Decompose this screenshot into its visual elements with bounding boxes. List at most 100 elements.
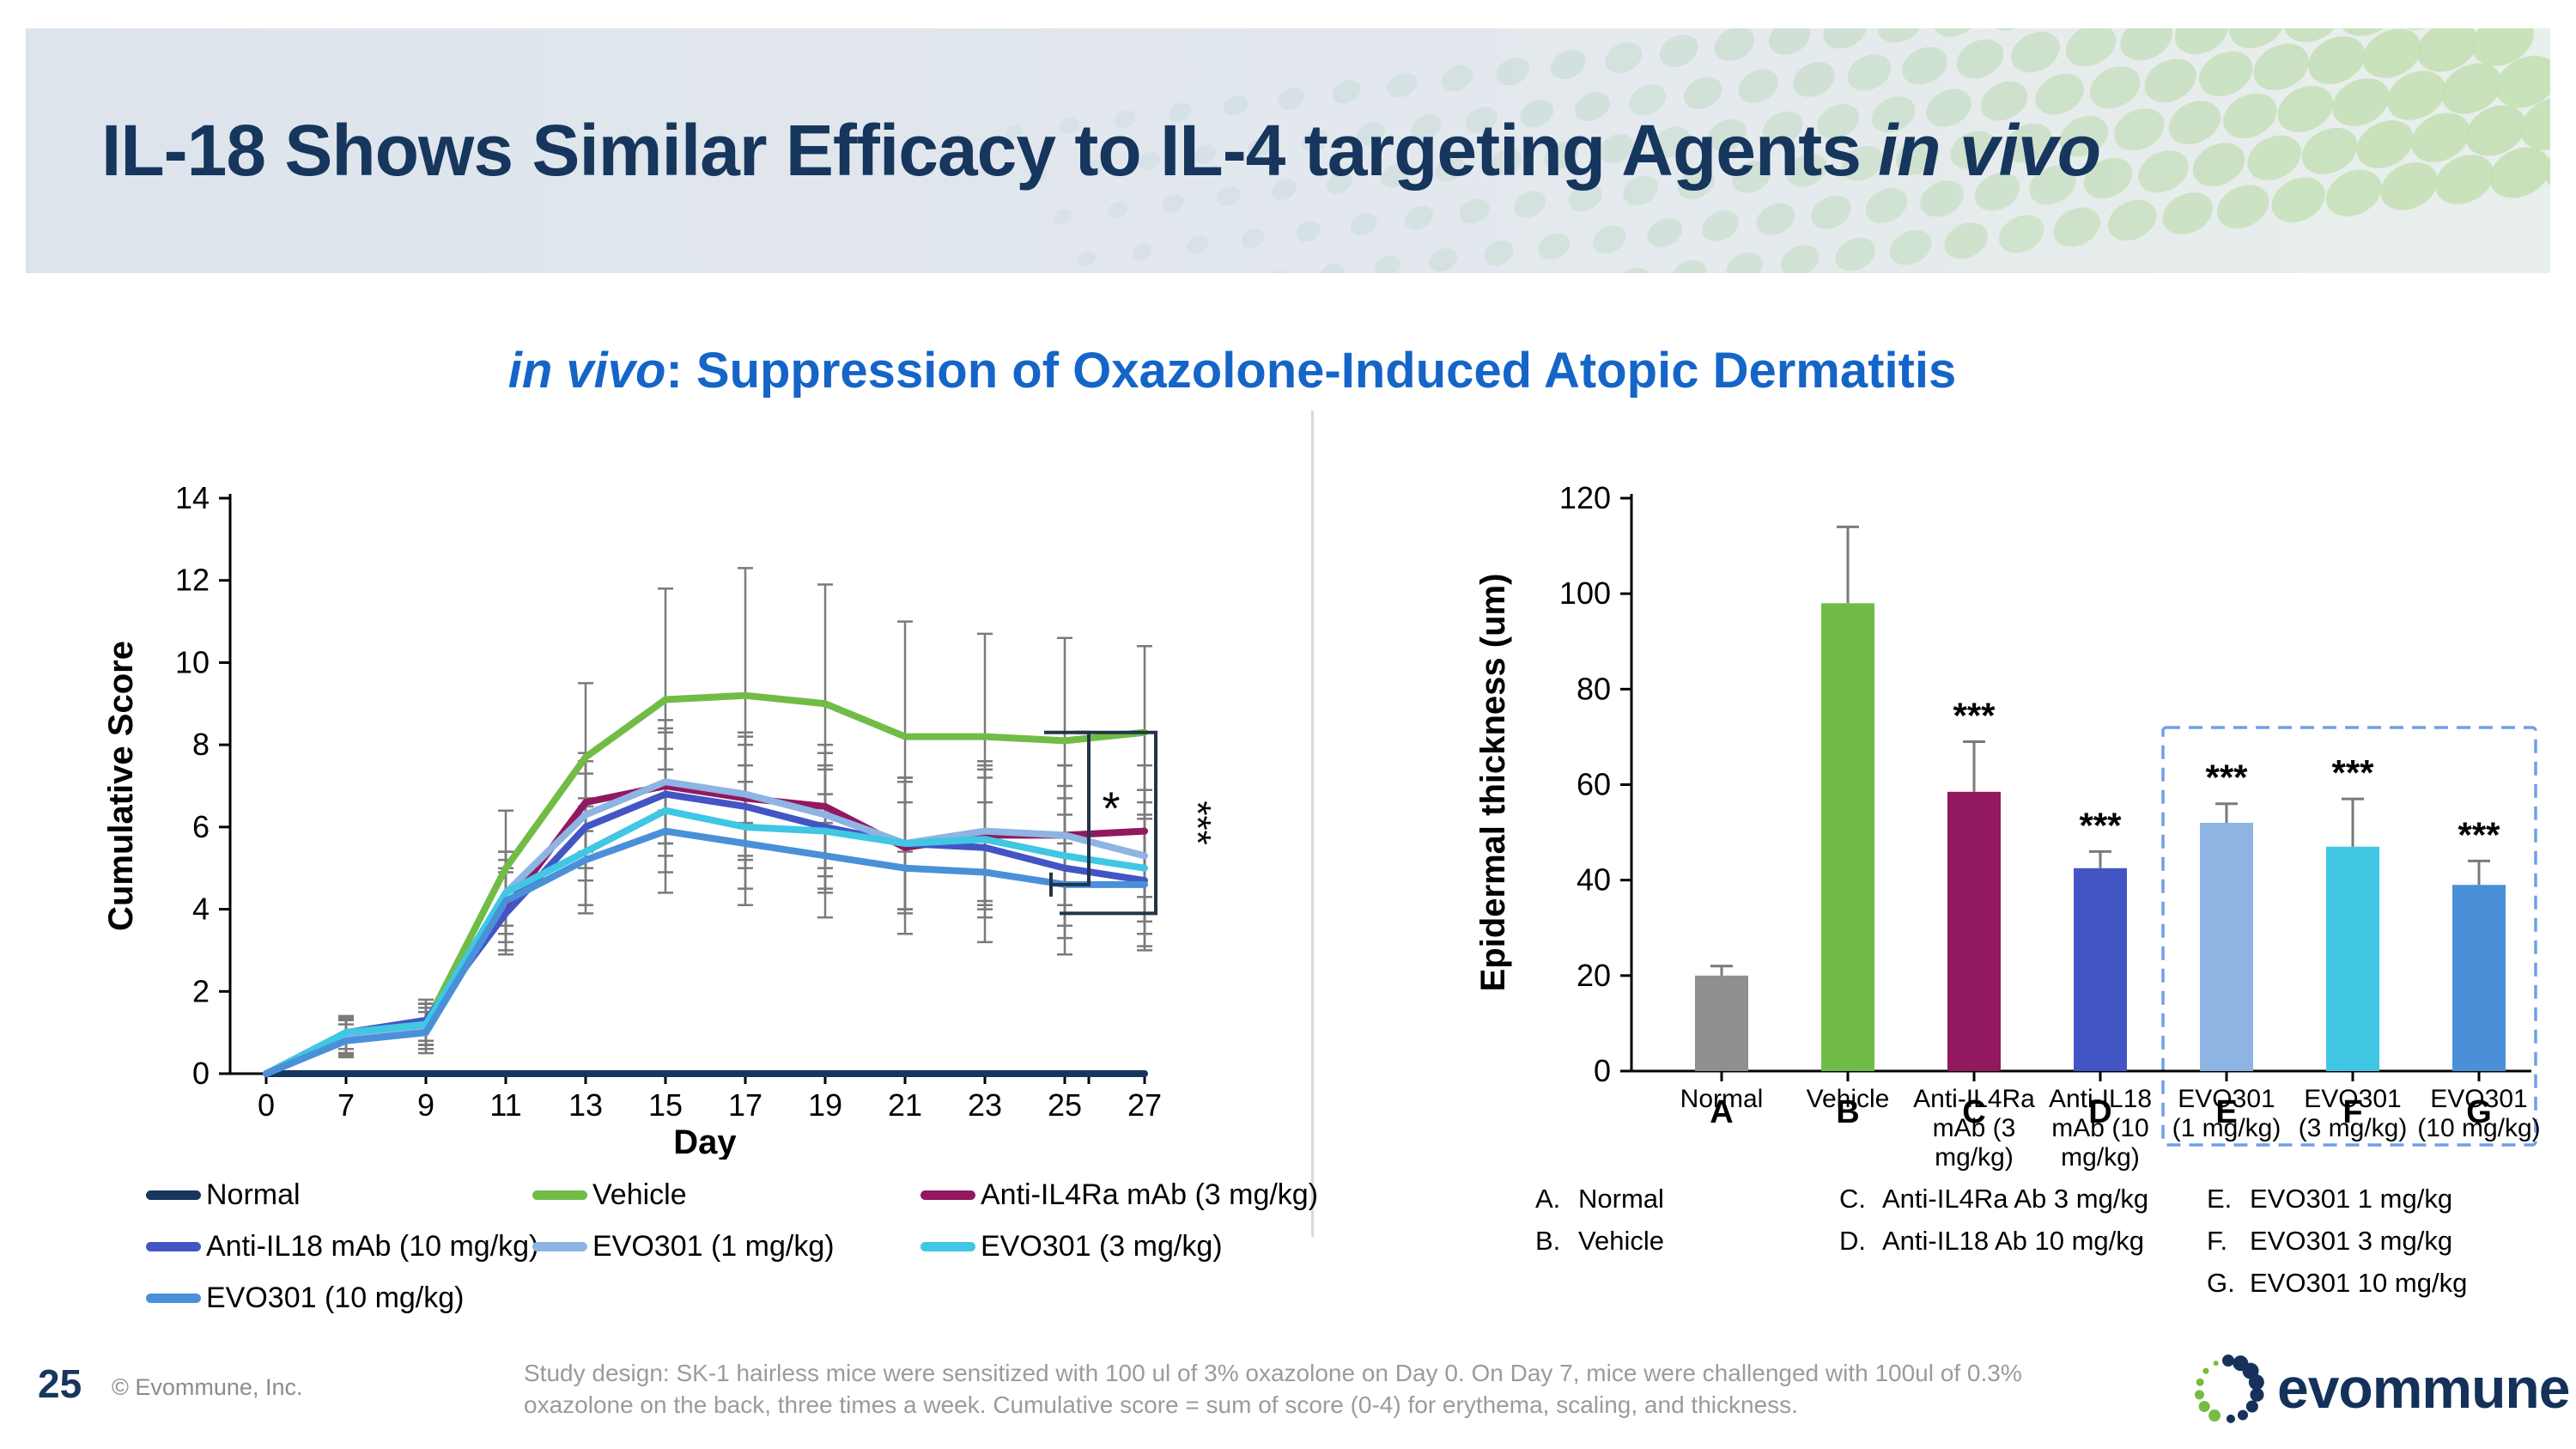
logo-wordmark: evommune <box>2277 1356 2570 1420</box>
x-category-label: mg/kg) <box>2061 1143 2140 1172</box>
legend-item: Anti-IL4Ra mAb (3 mg/kg) <box>920 1178 1318 1212</box>
slide-banner: IL-18 Shows Similar Efficacy to IL-4 tar… <box>26 28 2550 273</box>
legend-right-item: A. Normal <box>1535 1184 1664 1215</box>
subtitle-italic: in vivo <box>507 343 666 399</box>
x-category-label: mAb (3 <box>1933 1114 2016 1142</box>
legend-right-letter: E. <box>2207 1184 2233 1214</box>
y-tick-label: 0 <box>192 1056 210 1091</box>
legend-right-label: Normal <box>1578 1184 1664 1214</box>
x-category-label: Normal <box>1680 1085 1764 1113</box>
legend-right-letter: B. <box>1535 1226 1561 1256</box>
legend-item: Anti-IL18 mAb (10 mg/kg) <box>146 1230 538 1263</box>
legend-item: EVO301 (10 mg/kg) <box>146 1282 464 1315</box>
x-category-label: (3 mg/kg) <box>2299 1114 2408 1142</box>
x-category-label: EVO301 <box>2430 1085 2527 1113</box>
legend-item-label: Anti-IL4Ra mAb (3 mg/kg) <box>981 1178 1319 1211</box>
x-tick-label: 23 <box>968 1087 1002 1123</box>
x-tick-label: 27 <box>1127 1087 1162 1123</box>
y-tick-label: 14 <box>175 480 210 515</box>
page-number: 25 <box>38 1361 82 1406</box>
legend-right-item: B. Vehicle <box>1535 1226 1664 1257</box>
legend-right-label: Anti-IL4Ra Ab 3 mg/kg <box>1882 1184 2149 1214</box>
legend-swatch <box>532 1190 587 1200</box>
svg-text:*: * <box>1102 782 1120 834</box>
bar-A <box>1695 975 1748 1071</box>
bar-G <box>2452 885 2506 1071</box>
bar-D <box>2074 868 2127 1071</box>
y-tick-label: 8 <box>192 727 210 762</box>
page-title: IL-18 Shows Similar Efficacy to IL-4 tar… <box>101 28 2101 273</box>
legend-swatch <box>532 1242 587 1251</box>
x-category-label: Anti-IL4Ra <box>1913 1085 2035 1113</box>
logo-dots-icon <box>2195 1355 2264 1423</box>
y-tick-label: 20 <box>1577 958 1611 993</box>
y-axis-title: Cumulative Score <box>102 641 140 931</box>
group-letter: E <box>2215 1094 2237 1130</box>
group-letter: C <box>1962 1094 1985 1130</box>
y-tick-label: 80 <box>1577 671 1611 706</box>
legend-item-label: EVO301 (3 mg/kg) <box>981 1230 1223 1263</box>
legend-item-label: Anti-IL18 mAb (10 mg/kg) <box>206 1230 539 1263</box>
y-tick-label: 0 <box>1594 1053 1611 1088</box>
bar-B <box>1821 603 1874 1071</box>
legend-item: EVO301 (1 mg/kg) <box>532 1230 835 1263</box>
section-subtitle: in vivo: Suppression of Oxazolone-Induce… <box>0 342 2464 399</box>
series-Vehicle <box>263 691 1148 1077</box>
legend-item-label: Normal <box>206 1178 301 1211</box>
significance-stars: *** <box>2079 805 2122 845</box>
x-category-label: mg/kg) <box>1935 1143 2014 1172</box>
significance-stars: *** <box>2205 758 2248 798</box>
evommune-logo: evommune <box>2188 1347 2570 1429</box>
legend-right-letter: C. <box>1839 1184 1866 1214</box>
legend-swatch <box>146 1294 201 1303</box>
legend-right-label: Anti-IL18 Ab 10 mg/kg <box>1882 1226 2145 1256</box>
error-bars <box>338 567 1152 1059</box>
y-tick-label: 12 <box>175 563 210 598</box>
chart-divider <box>1311 411 1314 1237</box>
study-design-line-2: oxazolone on the back, three times a wee… <box>524 1391 1798 1418</box>
y-tick-label: 60 <box>1577 767 1611 802</box>
group-letter: D <box>2088 1094 2111 1130</box>
x-category-label: mAb (10 <box>2051 1114 2148 1142</box>
significance-stars: *** <box>2331 752 2374 793</box>
legend-swatch <box>146 1190 201 1200</box>
series-EVO301 (3 mg/kg) <box>263 807 1148 1077</box>
legend-item-label: EVO301 (1 mg/kg) <box>592 1230 835 1263</box>
y-tick-label: 120 <box>1559 480 1611 515</box>
legend-right-item: C. Anti-IL4Ra Ab 3 mg/kg <box>1839 1184 2148 1215</box>
x-tick-label: 0 <box>258 1087 275 1123</box>
bar-E <box>2200 822 2253 1071</box>
cumulative-score-line-chart: 0 2 4 6 8 10 12 14 0 7 9 11 13 15 17 19 21 23 25 27 Day Cumul… <box>102 480 1218 1160</box>
y-tick-label: 6 <box>192 809 210 844</box>
x-tick-label: 15 <box>648 1087 683 1123</box>
x-tick-label: 21 <box>888 1087 922 1123</box>
bar-F <box>2326 846 2379 1071</box>
x-category-label: Vehicle <box>1807 1085 1890 1113</box>
y-tick-label: 4 <box>192 892 210 927</box>
svg-text:***: *** <box>1176 801 1218 844</box>
x-tick-label: 9 <box>417 1087 434 1123</box>
y-tick-label: 10 <box>175 644 210 679</box>
group-letter: A <box>1710 1094 1733 1130</box>
series-EVO301 (1 mg/kg) <box>263 778 1148 1077</box>
x-tick-label: 7 <box>337 1087 355 1123</box>
group-letter: B <box>1836 1094 1859 1130</box>
legend-item-label: EVO301 (10 mg/kg) <box>206 1282 465 1314</box>
evo301-highlight-box <box>2161 726 2537 1147</box>
significance-stars: *** <box>2458 814 2500 855</box>
legend-right-item: D. Anti-IL18 Ab 10 mg/kg <box>1839 1226 2144 1257</box>
legend-swatch <box>146 1242 201 1251</box>
copyright: © Evommune, Inc. <box>112 1374 303 1400</box>
study-design-line-1: Study design: SK-1 hairless mice were se… <box>524 1360 2022 1386</box>
page-title-main: IL-18 Shows Similar Efficacy to IL-4 tar… <box>101 110 1862 191</box>
epidermal-thickness-bar-chart: 0 20 40 60 80 100 120 Epidermal thickness (um) N… <box>1474 480 2541 1172</box>
group-letter: F <box>2342 1094 2362 1130</box>
y-tick-label: 2 <box>192 973 210 1008</box>
legend-right-item: E. EVO301 1 mg/kg <box>2207 1184 2452 1215</box>
x-category-label: EVO301 <box>2304 1085 2401 1113</box>
legend-swatch <box>920 1190 975 1200</box>
x-tick-label: 25 <box>1048 1087 1082 1123</box>
x-category-label: (10 mg/kg) <box>2417 1114 2540 1142</box>
x-tick-label: 17 <box>728 1087 762 1123</box>
